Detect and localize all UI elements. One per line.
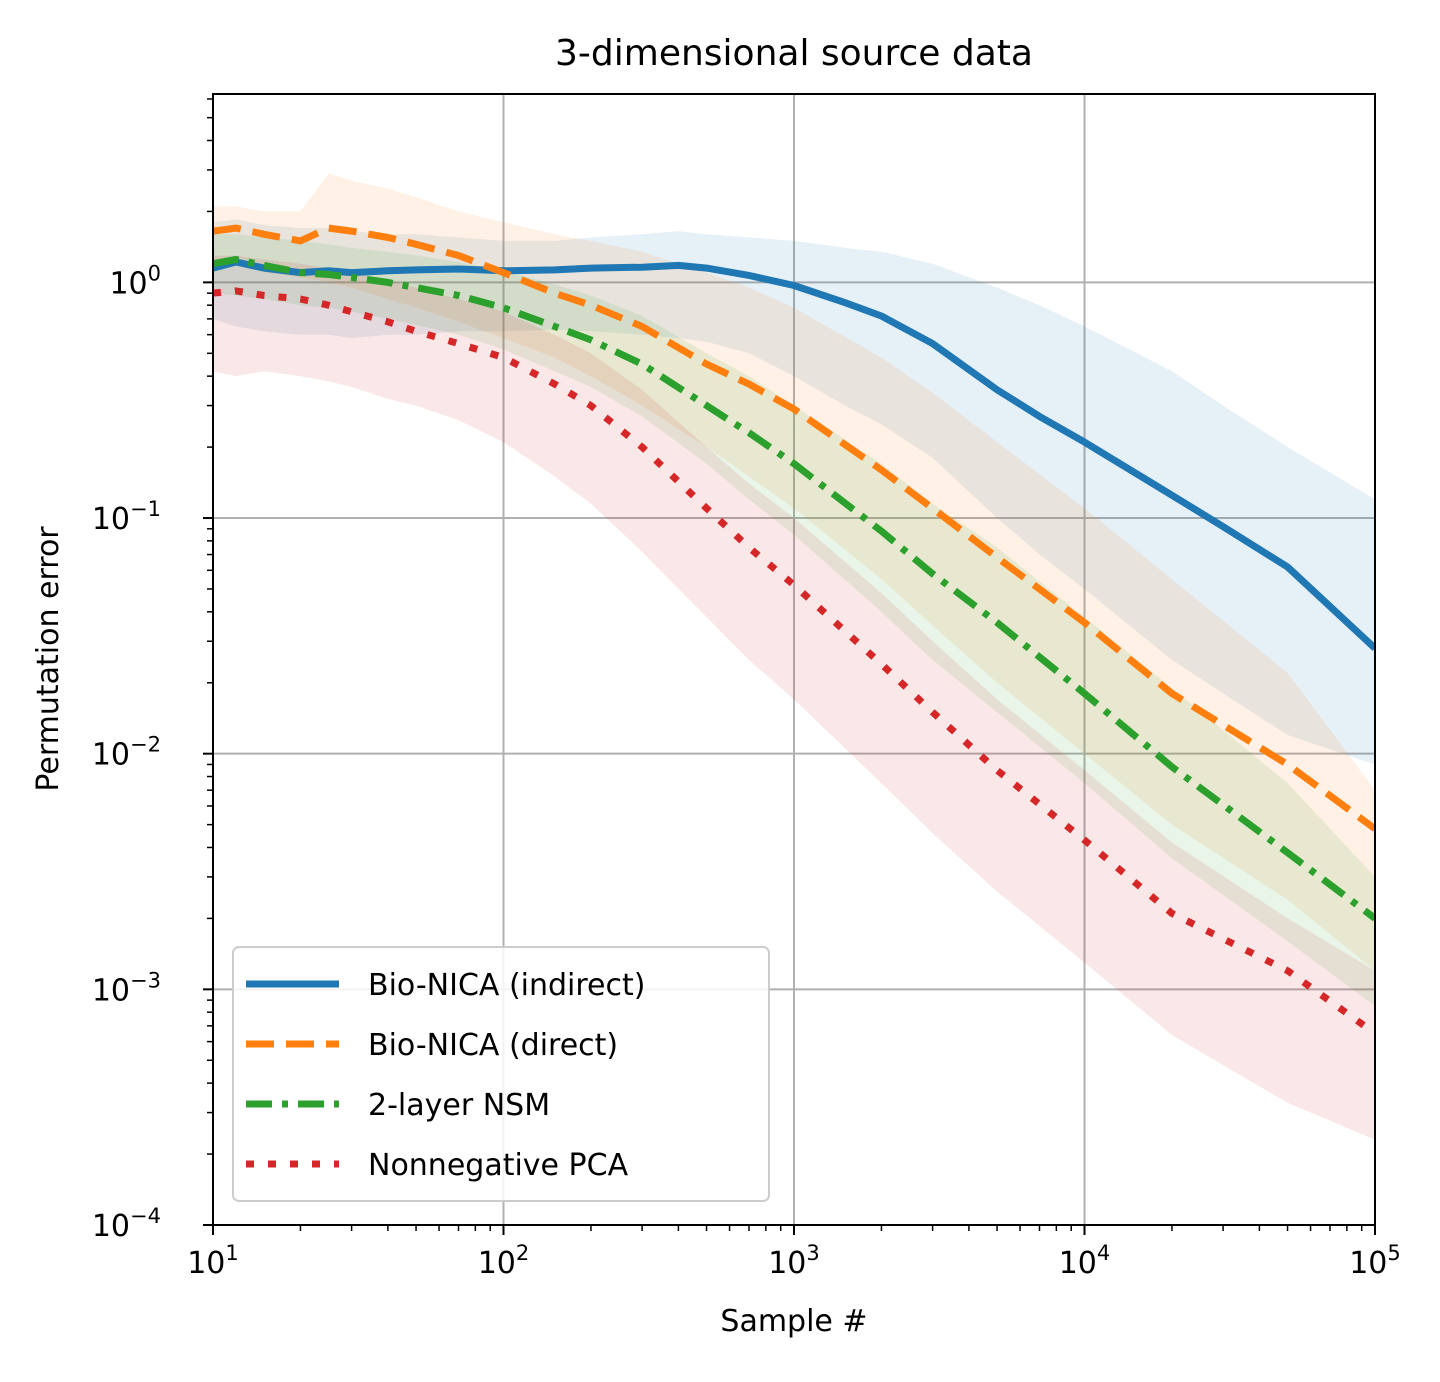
band-nonnegative-pca bbox=[213, 255, 1375, 1140]
legend-label-2-layer-nsm: 2-layer NSM bbox=[368, 1088, 550, 1123]
y-tick-label: 10−4 bbox=[92, 1204, 161, 1244]
x-tick-label-exp: 5 bbox=[1387, 1241, 1400, 1265]
series-lines bbox=[213, 224, 1375, 1037]
y-tick-label: 10−3 bbox=[92, 968, 161, 1008]
y-tick-label: 100 bbox=[109, 261, 161, 301]
legend-box bbox=[232, 946, 770, 1202]
x-tick-label: 101 bbox=[187, 1241, 239, 1281]
x-tick-label-base: 10 bbox=[1059, 1246, 1097, 1281]
legend: Bio-NICA (indirect) Bio-NICA (direct) 2-la… bbox=[232, 946, 770, 1202]
y-tick-label-base: 10 bbox=[92, 1209, 130, 1244]
band-bio-nica-direct bbox=[213, 173, 1375, 971]
x-axis-ticks: 101 102 103 104 105 bbox=[187, 1225, 1401, 1281]
x-tick-label-exp: 2 bbox=[516, 1241, 529, 1265]
x-tick-label: 105 bbox=[1349, 1241, 1401, 1281]
y-tick-label-base: 10 bbox=[92, 973, 130, 1008]
series-line-2-layer-nsm bbox=[213, 256, 1375, 922]
y-tick-label-exp: −2 bbox=[130, 733, 161, 757]
x-axis-label: Sample # bbox=[720, 1304, 867, 1339]
y-tick-label-base: 10 bbox=[109, 266, 147, 301]
band-bio-nica-indirect bbox=[213, 219, 1375, 765]
y-tick-label: 10−1 bbox=[92, 497, 161, 537]
legend-label-nonnegative-pca: Nonnegative PCA bbox=[368, 1148, 629, 1183]
y-tick-label-exp: −3 bbox=[130, 968, 161, 992]
x-tick-label: 103 bbox=[768, 1241, 820, 1281]
confidence-bands bbox=[213, 173, 1375, 1140]
x-tick-label-base: 10 bbox=[478, 1246, 516, 1281]
series-line-nonnegative-pca bbox=[213, 287, 1375, 1037]
y-axis-label: Permutation error bbox=[31, 526, 66, 792]
y-tick-label: 10−2 bbox=[92, 733, 161, 773]
y-tick-label-base: 10 bbox=[92, 738, 130, 773]
x-tick-label-base: 10 bbox=[768, 1246, 806, 1281]
x-tick-label-exp: 1 bbox=[225, 1241, 238, 1265]
y-tick-label-exp: 0 bbox=[148, 261, 161, 285]
y-tick-label-exp: −4 bbox=[130, 1204, 161, 1228]
x-tick-label-exp: 4 bbox=[1097, 1241, 1110, 1265]
x-tick-label: 102 bbox=[478, 1241, 530, 1281]
chart-title: 3-dimensional source data bbox=[555, 33, 1033, 74]
x-tick-label-exp: 3 bbox=[806, 1241, 819, 1265]
y-tick-label-base: 10 bbox=[92, 502, 130, 537]
legend-label-bio-nica-direct: Bio-NICA (direct) bbox=[368, 1028, 618, 1063]
x-tick-label-base: 10 bbox=[1349, 1246, 1387, 1281]
series-line-bio-nica-indirect bbox=[213, 258, 1375, 651]
legend-label-bio-nica-indirect: Bio-NICA (indirect) bbox=[368, 968, 645, 1003]
y-tick-label-exp: −1 bbox=[130, 497, 161, 521]
x-tick-label: 104 bbox=[1059, 1241, 1111, 1281]
x-tick-label-base: 10 bbox=[187, 1246, 225, 1281]
